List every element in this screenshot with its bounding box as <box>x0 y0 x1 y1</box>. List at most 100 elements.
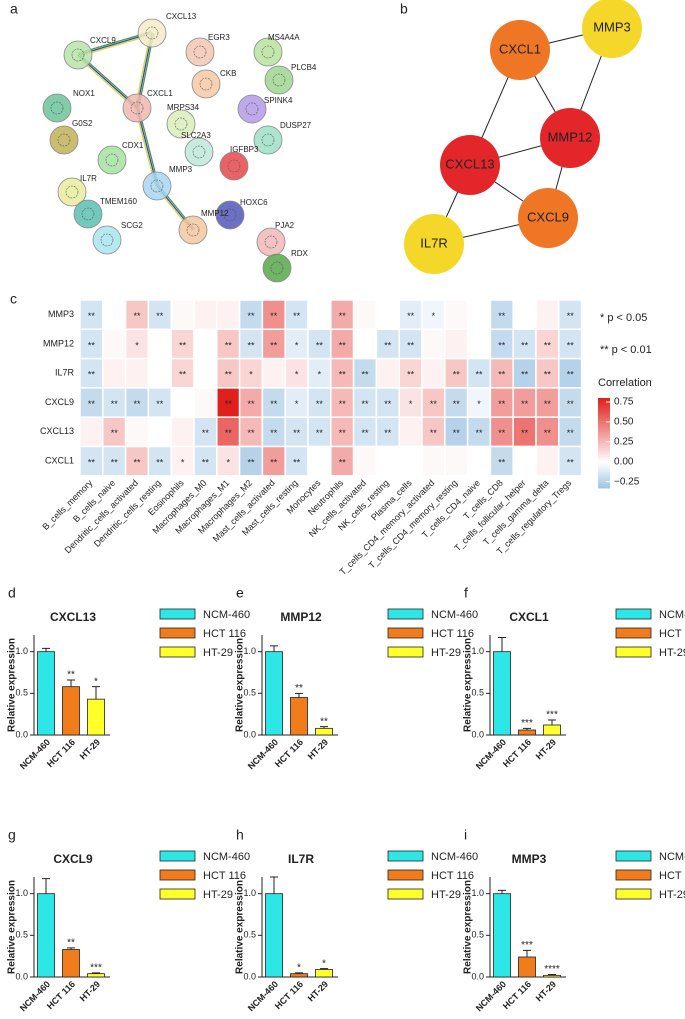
heat-cell <box>79 416 104 448</box>
y-tick-label: 0.0 <box>471 729 484 739</box>
colorbar-step <box>598 409 610 412</box>
protein-structure <box>261 45 275 59</box>
node-label: MS4A4A <box>268 33 300 42</box>
heat-cell <box>102 328 127 360</box>
legend-label: HCT 116 <box>431 870 474 882</box>
bar <box>87 698 105 736</box>
node-label: EGR3 <box>208 33 230 42</box>
protein-structure <box>105 153 119 167</box>
protein-structure <box>270 261 284 275</box>
heat-cell <box>124 416 150 448</box>
heat-cell <box>398 416 423 448</box>
colorbar-step <box>598 467 610 471</box>
y-tick-label: 1.0 <box>243 888 256 898</box>
error-bar <box>67 947 75 950</box>
node-label: IL7R <box>80 174 97 183</box>
bar <box>87 973 105 978</box>
protein-structure <box>57 133 71 147</box>
protein-node <box>237 94 267 124</box>
y-tick-label: 1.0 <box>471 888 484 898</box>
significance: ** <box>339 340 347 350</box>
bar <box>265 893 283 978</box>
bar <box>265 651 283 736</box>
error-bar <box>320 968 328 970</box>
significance: ** <box>475 428 483 438</box>
colorbar-step <box>598 476 610 480</box>
y-tick-label: 0.5 <box>15 688 28 698</box>
significance: ** <box>521 340 529 350</box>
colorbar-step <box>598 454 610 457</box>
significance: ** <box>498 311 506 321</box>
colorbar-step <box>598 438 610 442</box>
error-bar <box>498 637 506 652</box>
node-label: MMP3 <box>593 19 631 34</box>
heat-cell <box>102 299 127 331</box>
colorbar-step <box>598 447 610 451</box>
significance: ** <box>544 370 552 380</box>
colorbar-step <box>598 483 610 487</box>
chart-title: MMP3 <box>512 852 547 866</box>
colorbar-tick-label: 0.00 <box>614 456 634 467</box>
legend-label: HT-29 <box>659 889 685 901</box>
significance: * <box>318 370 322 380</box>
significance: * <box>477 399 481 409</box>
significance: ** <box>225 340 233 350</box>
protein-node <box>178 215 208 245</box>
significance: ** <box>293 311 301 321</box>
heat-cell <box>466 299 492 331</box>
significance: ** <box>453 399 461 409</box>
x-tick-label: HT-29 <box>534 979 558 1003</box>
colorbar-step <box>598 456 610 460</box>
legend-label: HT-29 <box>431 889 461 901</box>
node-label: MRPS34 <box>167 103 200 112</box>
y-tick-label: 0.5 <box>243 930 256 940</box>
significance: ** <box>270 458 278 468</box>
node-label: G0S2 <box>72 119 93 128</box>
bar <box>315 969 333 978</box>
heat-cell <box>124 357 150 389</box>
heat-cell <box>193 299 218 331</box>
significance: ** <box>498 340 506 350</box>
y-tick-label: 0.0 <box>243 971 256 981</box>
colorbar-step <box>598 465 610 469</box>
chart-title: CXCL1 <box>509 610 549 624</box>
significance: ** <box>339 311 347 321</box>
legend-label: HT-29 <box>203 889 233 901</box>
significance: * <box>295 399 299 409</box>
significance: ** <box>521 399 529 409</box>
error-bar <box>548 974 556 976</box>
significance: ** <box>361 428 369 438</box>
legend-swatch <box>387 869 424 881</box>
significance: ** <box>247 458 255 468</box>
significance: ** <box>88 399 96 409</box>
significance: ** <box>361 370 369 380</box>
significance: ** <box>270 399 278 409</box>
protein-node <box>262 253 292 283</box>
hub-node <box>490 20 550 80</box>
significance: ** <box>316 399 324 409</box>
bar <box>37 893 55 978</box>
error-bar <box>548 719 556 725</box>
significance: ** <box>270 340 278 350</box>
legend-swatch <box>615 646 652 658</box>
significance: ** <box>179 340 187 350</box>
protein-structure <box>50 101 64 115</box>
y-tick-label: 0.0 <box>471 971 484 981</box>
heat-cell <box>466 445 492 477</box>
protein-structure <box>186 223 200 237</box>
protein-structure <box>150 179 164 193</box>
heat-cell <box>444 299 469 331</box>
heat-cell <box>147 357 172 389</box>
heat-cell <box>102 357 127 389</box>
legend-swatch <box>387 850 424 862</box>
heat-cell <box>444 328 469 360</box>
protein-node <box>264 65 294 95</box>
significance: ** <box>498 370 506 380</box>
node-label: DUSP27 <box>280 121 312 130</box>
significance: ** <box>567 340 575 350</box>
bar <box>37 651 55 736</box>
row-label: CXCL9 <box>45 397 74 407</box>
significance: ** <box>320 716 328 727</box>
colorbar-step <box>598 461 610 464</box>
node-label: CDX1 <box>122 141 144 150</box>
